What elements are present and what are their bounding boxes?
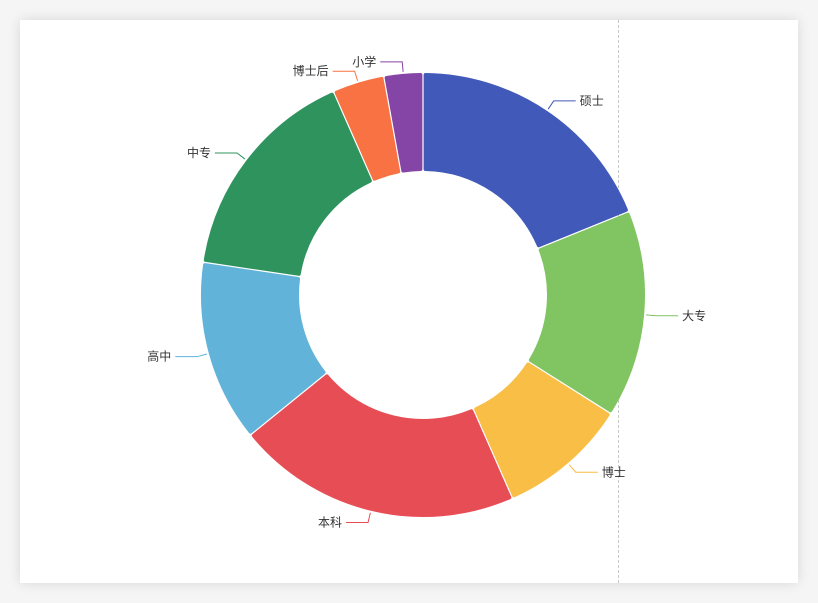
slice-label-1: 大专 xyxy=(682,308,706,323)
slice-2[interactable] xyxy=(474,362,610,498)
leader-line-0 xyxy=(547,100,576,110)
slice-7[interactable] xyxy=(384,73,423,173)
leader-line-4 xyxy=(175,353,208,358)
leader-line-3 xyxy=(346,512,371,523)
leader-line-2 xyxy=(568,464,598,473)
slice-label-7: 小学 xyxy=(352,54,376,69)
slice-3[interactable] xyxy=(251,374,512,517)
leader-line-7 xyxy=(380,61,404,72)
slice-label-2: 博士 xyxy=(602,464,626,479)
slice-label-5: 中专 xyxy=(187,145,211,160)
leader-line-6 xyxy=(332,70,359,81)
slice-0[interactable] xyxy=(423,73,628,248)
leader-line-5 xyxy=(215,152,246,160)
chart-card: 硕士大专博士本科 高中 中专 博士后 小学 xyxy=(20,20,798,583)
leader-line-1 xyxy=(646,314,679,317)
slice-label-6: 博士后 xyxy=(293,63,329,78)
slice-6[interactable] xyxy=(334,76,401,181)
slice-label-0: 硕士 xyxy=(580,94,604,108)
slice-1[interactable] xyxy=(528,212,645,413)
slice-5[interactable] xyxy=(203,92,372,276)
slice-4[interactable] xyxy=(201,263,326,434)
slice-label-4: 高中 xyxy=(147,349,171,364)
slice-label-3: 本科 xyxy=(318,515,342,529)
